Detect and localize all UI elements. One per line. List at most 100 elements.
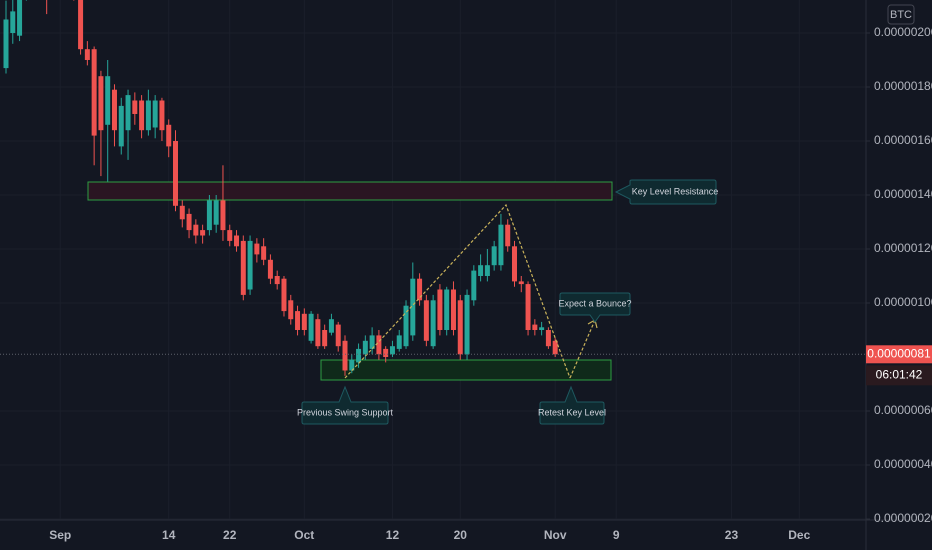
y-tick-label: 0.00000100 (874, 295, 932, 309)
candle-body (383, 348, 389, 357)
candle-body (125, 95, 131, 131)
candle-body (430, 300, 436, 347)
candle-body (288, 300, 294, 320)
candle-body (227, 230, 233, 241)
y-tick-label: 0.00000020 (874, 511, 932, 525)
x-tick-label: Nov (544, 528, 567, 542)
candle-body (145, 100, 151, 131)
x-tick-label: 9 (613, 528, 620, 542)
candle-body (132, 100, 138, 114)
support-zone (320, 359, 612, 381)
current-price-tag (866, 345, 932, 364)
y-tick-label: 0.00000140 (874, 187, 932, 201)
candle-body (84, 49, 90, 60)
candle-body (254, 243, 260, 255)
projection-line (569, 319, 596, 379)
candle-body (206, 200, 212, 231)
resistance-zone (87, 181, 613, 201)
y-tick-label: 0.00000060 (874, 403, 932, 417)
candle-body (78, 0, 84, 50)
annotation-text: Retest Key Level (538, 407, 606, 417)
callout-support: Previous Swing Support (297, 385, 394, 425)
candle-body (186, 213, 192, 231)
candle-body (328, 319, 334, 333)
candle-body (532, 324, 538, 330)
candle-body (491, 246, 497, 266)
candle-body (3, 19, 9, 69)
y-tick-label: 0.00000040 (874, 457, 932, 471)
candle-body (10, 11, 16, 33)
candle-body (118, 105, 124, 147)
candle-body (396, 335, 402, 349)
candle-body (166, 124, 172, 147)
candle-body (308, 313, 314, 341)
x-tick-label: 23 (725, 528, 739, 542)
candle-body (200, 230, 206, 236)
y-tick-label: 0.00000180 (874, 79, 932, 93)
currency-label: BTC (890, 9, 912, 21)
candle-body (139, 100, 145, 131)
x-tick-label: Sep (49, 528, 71, 542)
candle-body (512, 246, 517, 282)
candle-body (403, 305, 409, 347)
candles (3, 0, 558, 376)
candle-body (173, 140, 178, 206)
candle-body (444, 289, 450, 330)
candle-body (301, 313, 307, 330)
candle-body (240, 240, 246, 295)
pattern-line (344, 203, 571, 379)
candle-body (111, 89, 117, 131)
candle-body (105, 76, 111, 125)
annotation-text: Previous Swing Support (297, 407, 394, 417)
candle-body (220, 200, 226, 231)
candle-body (98, 76, 104, 131)
candle-body (525, 284, 531, 330)
candle-body (545, 329, 551, 347)
candle-body (437, 289, 443, 330)
current-price-label: 0.00000081 (867, 346, 931, 360)
candle-body (281, 278, 287, 312)
candle-body (478, 265, 484, 276)
candle-body (410, 278, 416, 336)
x-tick-label: Oct (294, 528, 314, 542)
candle-body (457, 300, 463, 355)
candle-body (152, 100, 158, 128)
candle-body (369, 335, 375, 349)
candle-body (356, 348, 362, 363)
candle-body (335, 324, 341, 347)
x-tick-label: Dec (788, 528, 810, 542)
countdown-tag (866, 365, 932, 386)
candle-body (552, 340, 558, 355)
countdown-label: 06:01:42 (876, 367, 923, 381)
candle-body (193, 224, 199, 236)
y-tick-label: 0.00000160 (874, 133, 932, 147)
candle-body (423, 300, 429, 341)
candle-body (159, 100, 165, 131)
candle-body (274, 275, 280, 285)
candle-body (322, 329, 328, 347)
candle-body (505, 224, 511, 247)
candle-body (179, 205, 185, 220)
candle-body (498, 224, 504, 266)
annotation-text: Expect a Bounce? (558, 298, 631, 308)
candle-body (484, 265, 490, 276)
currency-box (887, 4, 915, 25)
candle-body (261, 246, 267, 260)
candle-body (539, 327, 545, 330)
candle-body (267, 259, 273, 279)
x-tick-label: 20 (454, 528, 468, 542)
candle-body (91, 49, 97, 136)
annotation-text: Key Level Resistance (632, 186, 719, 196)
candle-body (17, 0, 23, 36)
callout-resistance: Key Level Resistance (614, 179, 719, 205)
candle-body (417, 278, 423, 301)
candle-body (471, 270, 477, 301)
candle-body (234, 235, 240, 247)
candle-body (342, 340, 348, 371)
callout-retest: Retest Key Level (538, 385, 606, 425)
y-tick-label: 0.00000120 (874, 241, 932, 255)
x-tick-label: 22 (223, 528, 237, 542)
candle-body (464, 294, 470, 355)
